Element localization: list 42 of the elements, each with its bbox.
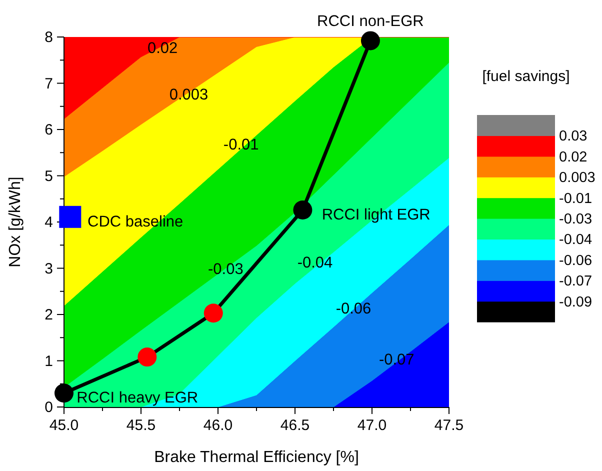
- color-bar-label: -0.01: [559, 190, 592, 207]
- color-bar-label: -0.07: [559, 274, 592, 290]
- annotation: RCCI light EGR: [322, 206, 430, 224]
- y-tick-label: 8: [44, 29, 53, 46]
- y-tick-label: 4: [44, 214, 53, 231]
- point: [59, 206, 82, 228]
- point: [138, 348, 157, 367]
- y-tick-label: 3: [44, 260, 53, 278]
- point: [204, 304, 223, 323]
- x-tick-label: 45.0: [49, 417, 79, 434]
- color-bar-label: -0.09: [559, 294, 592, 310]
- color-bar-label: 0.02: [559, 149, 588, 166]
- annotation: RCCI non-EGR: [317, 13, 424, 30]
- y-tick-label: 5: [44, 168, 53, 185]
- x-tick-label: 46.5: [280, 417, 310, 434]
- color-bar-label: 0.003: [559, 170, 596, 186]
- annotation: -0.06: [336, 300, 372, 318]
- annotation: RCCI heavy EGR: [76, 390, 198, 407]
- color-bar-title: [fuel savings]: [482, 68, 570, 85]
- y-tick-label: 0: [44, 399, 53, 416]
- x-tick-label: 45.5: [126, 417, 156, 434]
- x-tick-label: 47.0: [357, 417, 387, 434]
- annotation: -0.07: [378, 351, 414, 368]
- y-axis-title: NOx [g/kWh]: [7, 176, 24, 268]
- point: [54, 384, 74, 403]
- y-tick-label: 6: [44, 122, 53, 138]
- annotation: -0.04: [297, 254, 334, 272]
- point: [293, 200, 312, 220]
- x-tick-label: 47.5: [434, 417, 464, 434]
- y-tick-label: 2: [44, 306, 53, 324]
- color-bar-label: -0.04: [559, 232, 592, 248]
- point: [360, 31, 380, 50]
- x-tick-label: 46.0: [203, 417, 233, 434]
- y-tick-label: 1: [44, 352, 53, 370]
- annotation: 0.003: [169, 86, 208, 104]
- color-bar-label: -0.06: [559, 252, 592, 269]
- y-tick-label: 7: [44, 75, 53, 92]
- annotation: 0.02: [147, 40, 178, 58]
- color-bar-label: 0.03: [559, 128, 588, 145]
- x-axis-title: Brake Thermal Efficiency [%]: [154, 449, 359, 466]
- annotation: -0.03: [208, 260, 244, 278]
- color-bar-label: -0.03: [559, 212, 592, 228]
